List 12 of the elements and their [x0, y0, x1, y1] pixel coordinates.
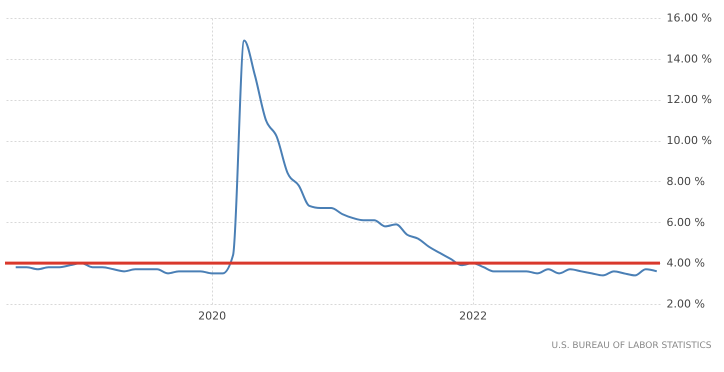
y-tick-label: 10.00 %: [666, 134, 712, 148]
y-tick-label: 16.00 %: [666, 12, 712, 24]
y-tick-label: 4.00 %: [666, 256, 705, 270]
x-tick-label: 2020: [198, 310, 226, 322]
line-series: [14, 39, 658, 276]
y-tick-label: 8.00 %: [666, 174, 705, 188]
text: U.S. BUREAU OF LABOR STATISTICS: [552, 341, 712, 351]
y-tick-label: 12.00 %: [666, 93, 712, 106]
x-tick-label: 2022: [459, 310, 488, 322]
y-tick-label: 14.00 %: [666, 52, 712, 66]
y-tick-label: 2.00 %: [666, 298, 705, 310]
y-tick-label: 6.00 %: [666, 216, 705, 229]
